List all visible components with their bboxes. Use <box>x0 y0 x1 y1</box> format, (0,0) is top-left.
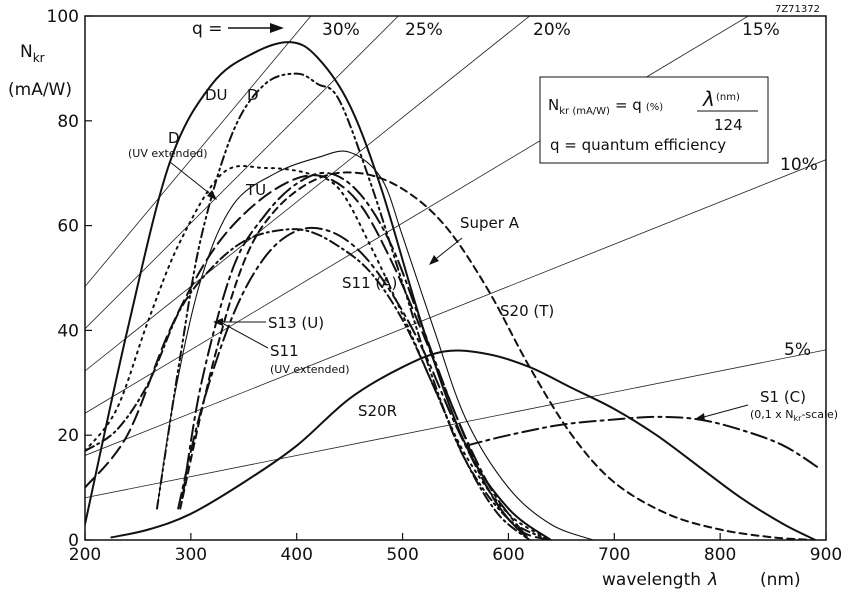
formula-line2: q = quantum efficiency <box>550 136 726 154</box>
plot-frame <box>84 15 827 541</box>
formula-lambda-unit: (nm) <box>716 92 740 103</box>
curve-label-s13u: S13 (U) <box>268 314 324 332</box>
series-curve-s1-c <box>465 415 822 471</box>
formula-box: Nkr (mA/W) = q (%) λ (nm) 124 q = quantum … <box>539 76 769 164</box>
q-line <box>85 16 312 287</box>
formula-lambda: λ <box>702 87 715 111</box>
y-axis-title-main: N <box>20 42 33 62</box>
q-line <box>85 16 750 414</box>
pointer-s13u-arrowhead-icon <box>213 318 223 326</box>
pointer-d-uv-arrowhead-icon <box>207 190 217 200</box>
series-curve-du <box>85 41 552 540</box>
y-axis-title-sub: kr <box>33 51 45 65</box>
q-line-label: 15% <box>742 20 780 40</box>
y-axis-title: Nkr <box>20 42 45 65</box>
s1c-note-head: (0,1 x N <box>750 408 794 421</box>
x-tick-label: 500 <box>386 545 418 565</box>
curve-label-s20t: S20 (T) <box>500 302 554 320</box>
x-tick-label: 400 <box>280 545 312 565</box>
pointer-s11-uv <box>221 322 269 349</box>
curve-label-d-uv-note: (UV extended) <box>128 147 208 160</box>
y-tick-label: 60 <box>57 217 79 237</box>
y-tick-label: 0 <box>68 531 79 551</box>
y-tick-label: 20 <box>57 426 79 446</box>
q-line-label: 30% <box>322 20 360 40</box>
series-curve-super-a <box>181 171 531 540</box>
x-tick-label: 200 <box>69 545 101 565</box>
curve-label-tu: TU <box>245 181 266 199</box>
x-axis-ticks: 200 300 400 500 600 700 800 900 <box>69 533 842 565</box>
formula-lhs: N <box>548 96 559 114</box>
q-line <box>85 16 399 329</box>
x-axis-unit: (nm) <box>760 570 801 590</box>
series-curve-tu <box>156 150 594 540</box>
x-tick-label: 700 <box>598 545 630 565</box>
formula-denominator: 124 <box>714 116 743 134</box>
q-line <box>85 159 826 456</box>
curve-layer <box>85 41 822 540</box>
series-curve-s11-uv-extended <box>85 228 531 540</box>
formula-line1: Nkr (mA/W) = q (%) <box>548 96 663 117</box>
curve-label-s1c-note: (0,1 x Nkr-scale) <box>750 408 838 423</box>
y-axis-ticks: 0 20 40 60 80 100 <box>47 7 92 551</box>
x-tick-label: 600 <box>492 545 524 565</box>
x-tick-label: 900 <box>810 545 842 565</box>
curve-label-d-uv: D <box>168 129 180 147</box>
curve-label-s20r: S20R <box>358 402 397 420</box>
q-line-label: 10% <box>780 155 818 175</box>
series-curve-s20r <box>110 349 817 540</box>
pointer-s1c <box>699 404 749 419</box>
curve-label-s11-uv-note: (UV extended) <box>270 363 350 376</box>
curve-label-s11-uv: S11 <box>270 342 299 360</box>
q-line-label: 25% <box>405 20 443 40</box>
x-axis-title: wavelength <box>602 570 701 590</box>
series-curve-d <box>155 72 552 540</box>
curve-label-s11a: S11 (A) <box>342 274 397 292</box>
curve-label-du: DU <box>205 86 228 104</box>
curve-label-d: D <box>247 86 259 104</box>
q-arrowhead-icon <box>270 23 284 33</box>
y-tick-label: 80 <box>57 112 79 132</box>
series-curve-s20-t <box>179 171 817 540</box>
formula-lhs-sub: kr (mA/W) <box>559 106 610 117</box>
y-axis-unit: (mA/W) <box>8 80 72 100</box>
pointer-s1c-arrowhead-icon <box>695 413 705 421</box>
formula-eq: = q <box>615 96 642 114</box>
formula-frame <box>539 76 769 164</box>
q-indicator-label: q = <box>192 19 222 39</box>
y-tick-label: 100 <box>47 7 79 27</box>
s1c-note-tail: -scale) <box>801 408 838 421</box>
x-tick-label: 300 <box>175 545 207 565</box>
q-line-label: 5% <box>784 340 811 360</box>
pointer-super-a-arrowhead-icon <box>429 255 439 265</box>
y-tick-label: 40 <box>57 321 79 341</box>
q-line <box>85 16 531 372</box>
x-axis-symbol: λ <box>707 570 718 590</box>
figure-id: 7Z71372 <box>775 4 820 15</box>
pointer-super-a <box>431 237 463 263</box>
s1c-note-sub: kr <box>794 414 803 423</box>
x-tick-label: 800 <box>704 545 736 565</box>
series-curve-s13-u <box>85 174 552 540</box>
pointer-d-uv <box>169 161 215 198</box>
q-line-label: 20% <box>533 20 571 40</box>
curve-label-super-a: Super A <box>460 214 520 232</box>
curve-label-s1c: S1 (C) <box>760 388 806 406</box>
formula-q-unit: (%) <box>646 102 663 113</box>
